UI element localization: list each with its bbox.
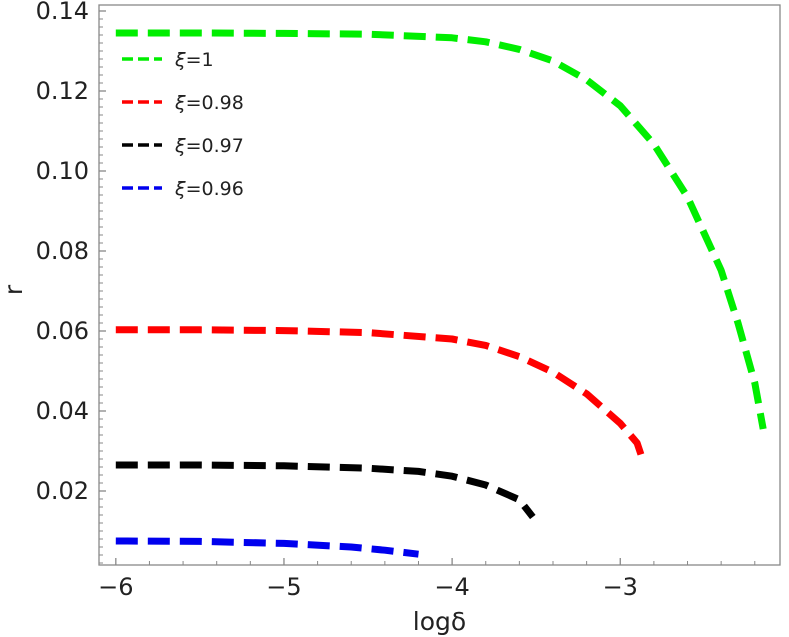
x-tick-label: −3 [603,573,638,601]
y-axis-ticks: 0.02 0.04 0.06 0.08 0.10 0.12 0.14 [36,0,106,564]
x-tick-label: −6 [98,573,133,601]
x-axis-ticks: −6 −5 −4 −3 [98,558,756,601]
x-axis-label: logδ [413,607,466,636]
y-tick-label: 0.14 [36,0,89,25]
series-line-2 [115,461,536,520]
y-axis-label: r [0,284,28,295]
legend-item-0: ξ=1 [122,49,214,71]
legend-label: ξ=1 [174,49,214,71]
x-tick-label: −5 [266,573,301,601]
y-tick-label: 0.10 [36,157,89,185]
series-line-0 [115,29,767,430]
legend-label: ξ=0.96 [174,178,244,200]
series-line-3 [115,537,419,558]
y-tick-label: 0.02 [36,477,89,505]
legend-item-3: ξ=0.96 [122,178,244,200]
plot-lines [115,29,767,558]
plot-frame [98,4,781,566]
legend-item-1: ξ=0.98 [122,92,244,114]
legend-item-2: ξ=0.97 [122,135,244,157]
series-line-1 [115,326,648,465]
y-tick-label: 0.12 [36,77,89,105]
y-tick-label: 0.04 [36,397,89,425]
legend-label: ξ=0.97 [174,135,244,157]
x-tick-label: −4 [434,573,469,601]
y-tick-label: 0.08 [36,237,89,265]
legend: ξ=1 ξ=0.98 ξ=0.97 ξ=0.96 [122,49,244,200]
legend-label: ξ=0.98 [174,92,244,114]
y-tick-label: 0.06 [36,317,89,345]
